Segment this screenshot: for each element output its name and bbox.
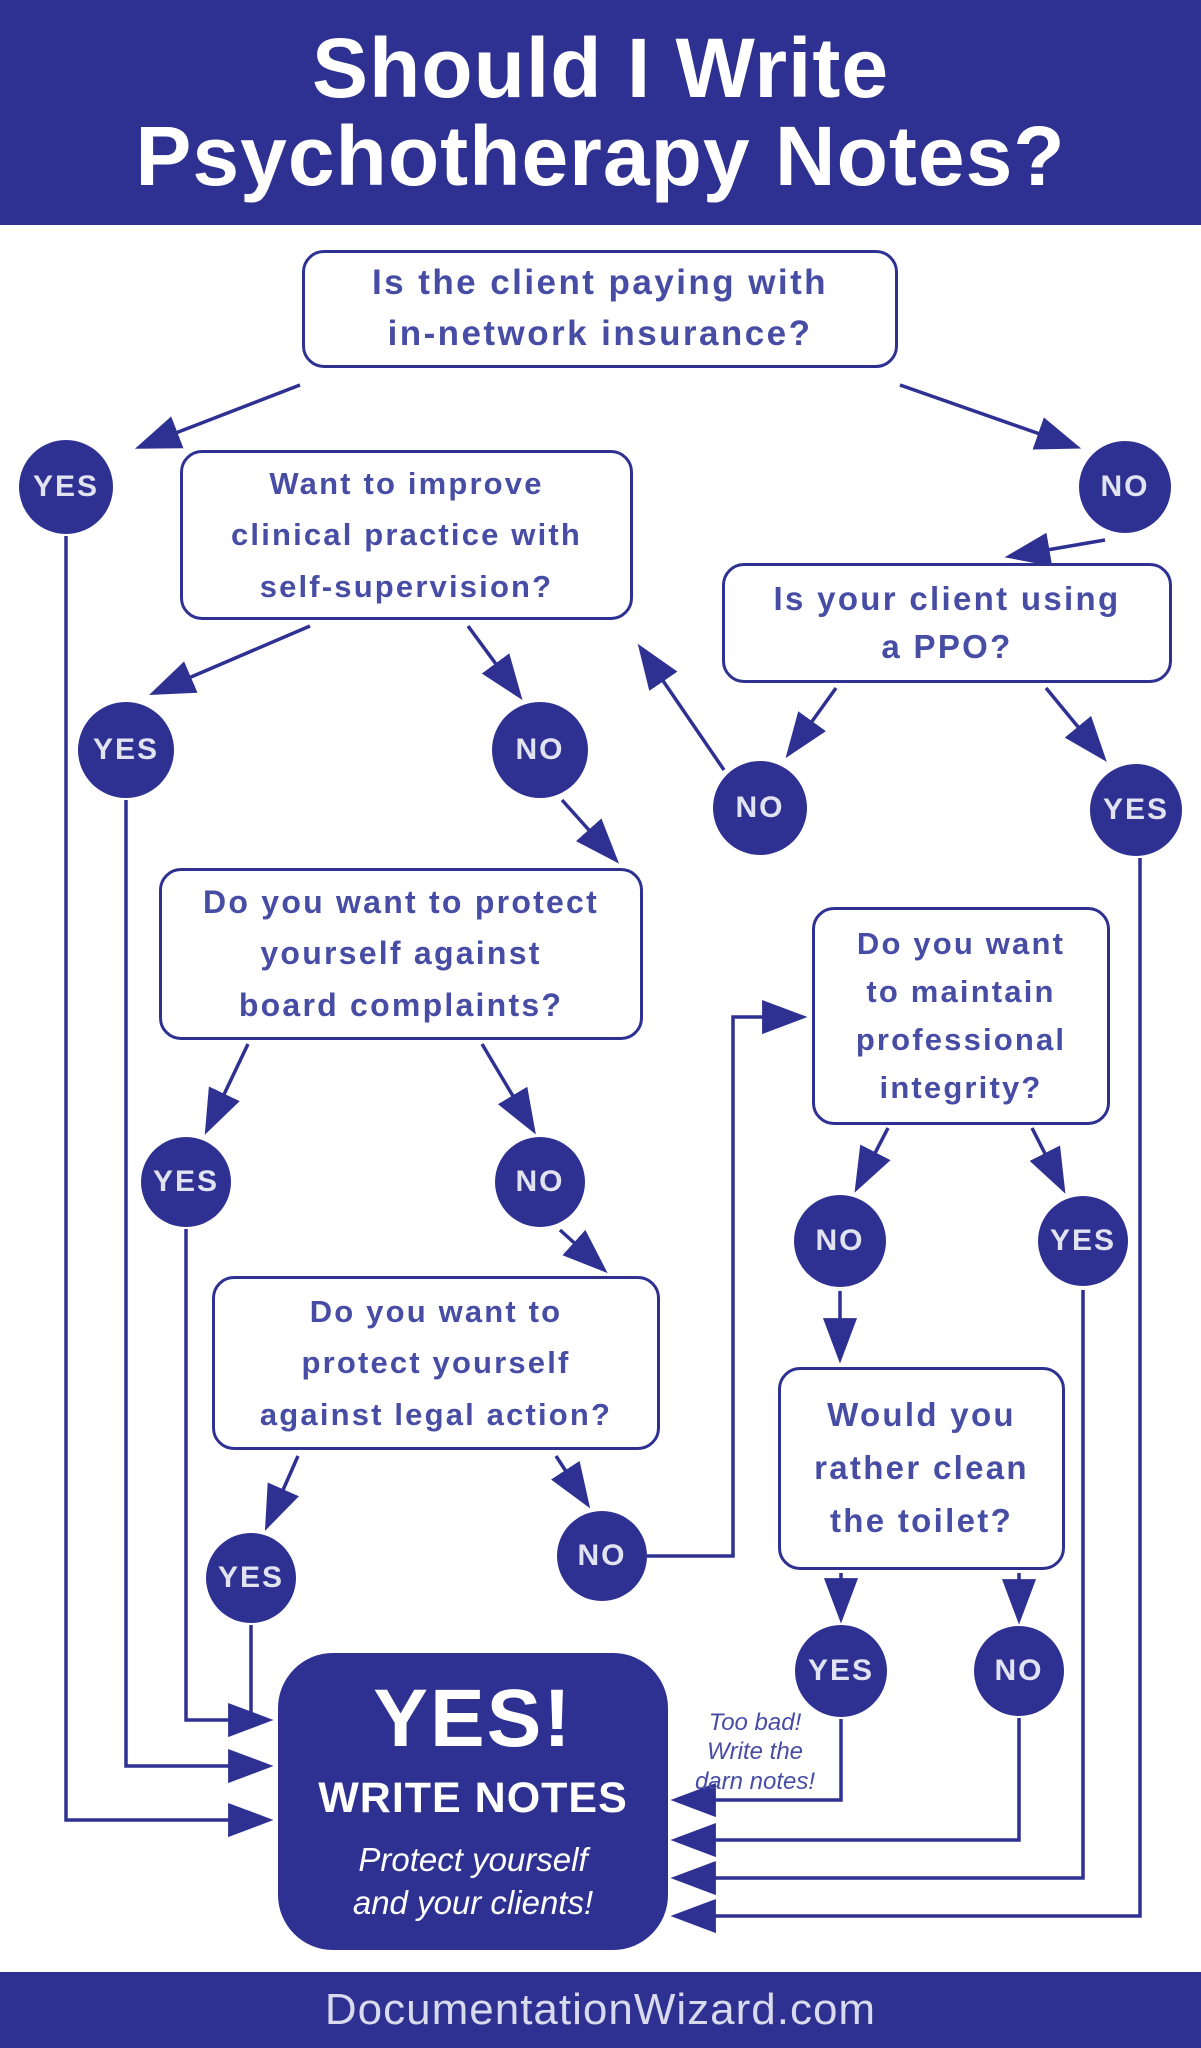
answer-circle-toilet-yes: YES xyxy=(795,1625,887,1717)
question-text: to maintain xyxy=(866,973,1056,1009)
connector-ppo-yes xyxy=(1044,686,1107,762)
connector-legal-no xyxy=(550,1455,591,1509)
answer-circle-insurance-yes: YES xyxy=(19,440,113,534)
question-box-self-supervision: Want to improve clinical practice with s… xyxy=(180,450,633,620)
question-box-legal-action: Do you want to protect yourself against … xyxy=(212,1276,660,1450)
question-text: clinical practice with xyxy=(231,517,582,553)
connector-improve-yes xyxy=(149,624,311,695)
question-text: a PPO? xyxy=(881,628,1013,665)
question-text: protect yourself xyxy=(301,1345,571,1381)
answer-circle-improve-no: NO xyxy=(492,702,588,798)
connector-insurance-no xyxy=(899,383,1082,450)
question-text: the toilet? xyxy=(829,1501,1014,1539)
result-headline: YES! xyxy=(373,1673,573,1765)
question-box-ppo: Is your client using a PPO? xyxy=(722,563,1172,683)
question-box-clean-toilet: Would you rather clean the toilet? xyxy=(778,1367,1065,1570)
too-bad-annotation: Too bad! Write the darn notes! xyxy=(680,1708,830,1796)
question-text: professional xyxy=(855,1022,1067,1057)
connector-no-to-legal xyxy=(558,1228,608,1274)
connector-insurance-yes xyxy=(134,383,301,449)
connector-integrity-no xyxy=(854,1127,891,1193)
answer-circle-ppo-no: NO xyxy=(713,761,807,855)
connector-no-to-board xyxy=(560,798,620,864)
question-box-professional-integrity: Do you want to maintain professional int… xyxy=(812,907,1110,1125)
result-subhead: WRITE NOTES xyxy=(318,1774,628,1823)
question-text: Do you want xyxy=(856,925,1066,961)
connector-board-no xyxy=(480,1043,536,1135)
question-text: integrity? xyxy=(879,1070,1043,1106)
answer-circle-improve-yes: YES xyxy=(78,702,174,798)
result-tagline: Protect yourself and your clients! xyxy=(352,1841,594,1921)
question-text: in-network insurance? xyxy=(387,314,813,353)
annotation-text: Too bad! xyxy=(708,1709,802,1736)
answer-circle-ppo-yes: YES xyxy=(1090,764,1182,856)
question-text: self-supervision? xyxy=(259,568,554,604)
question-text: Would you xyxy=(827,1396,1016,1434)
answer-circle-legal-no: NO xyxy=(557,1511,647,1601)
footer-banner: DocumentationWizard.com xyxy=(0,1972,1201,2048)
question-text: yourself against xyxy=(260,935,542,972)
question-text: Is the client paying with xyxy=(371,263,829,303)
question-text: rather clean xyxy=(814,1449,1029,1487)
connector-ppo-no xyxy=(785,686,838,759)
question-text: Want to improve xyxy=(269,466,544,502)
website-url: DocumentationWizard.com xyxy=(324,1985,877,2034)
result-box-write-notes: YES! WRITE NOTES Protect yourself and yo… xyxy=(278,1653,668,1950)
question-text: board complaints? xyxy=(238,986,564,1023)
connector-no-to-ppo xyxy=(1004,532,1106,567)
connector-improve-no xyxy=(466,624,523,701)
answer-circle-board-no: NO xyxy=(495,1137,585,1227)
connector-ppono-back-to-improve xyxy=(637,643,726,771)
header-banner: Should I Write Psychotherapy Notes? xyxy=(0,0,1201,225)
question-text: against legal action? xyxy=(259,1396,613,1432)
question-text: Is your client using xyxy=(773,580,1121,618)
question-box-insurance: Is the client paying with in-network ins… xyxy=(302,250,898,368)
answer-circle-board-yes: YES xyxy=(141,1137,231,1227)
page-title-line1: Should I Write xyxy=(311,21,890,116)
page-title-line2: Psychotherapy Notes? xyxy=(135,108,1066,203)
answer-circle-integrity-no: NO xyxy=(794,1195,886,1287)
question-box-board-complaints: Do you want to protect yourself against … xyxy=(159,868,643,1040)
question-text: Do you want to protect xyxy=(203,884,599,921)
connector-integrity-yes xyxy=(1029,1127,1066,1194)
answer-circle-toilet-no: NO xyxy=(974,1626,1064,1716)
annotation-text: darn notes! xyxy=(694,1767,816,1795)
annotation-text: Write the xyxy=(706,1738,804,1766)
answer-circle-insurance-no: NO xyxy=(1079,441,1171,533)
connector-legal-yes xyxy=(264,1455,300,1531)
answer-circle-legal-yes: YES xyxy=(206,1533,296,1623)
answer-circle-integrity-yes: YES xyxy=(1038,1196,1128,1286)
connector-board-yes xyxy=(204,1043,250,1135)
question-text: Do you want to xyxy=(309,1294,563,1330)
